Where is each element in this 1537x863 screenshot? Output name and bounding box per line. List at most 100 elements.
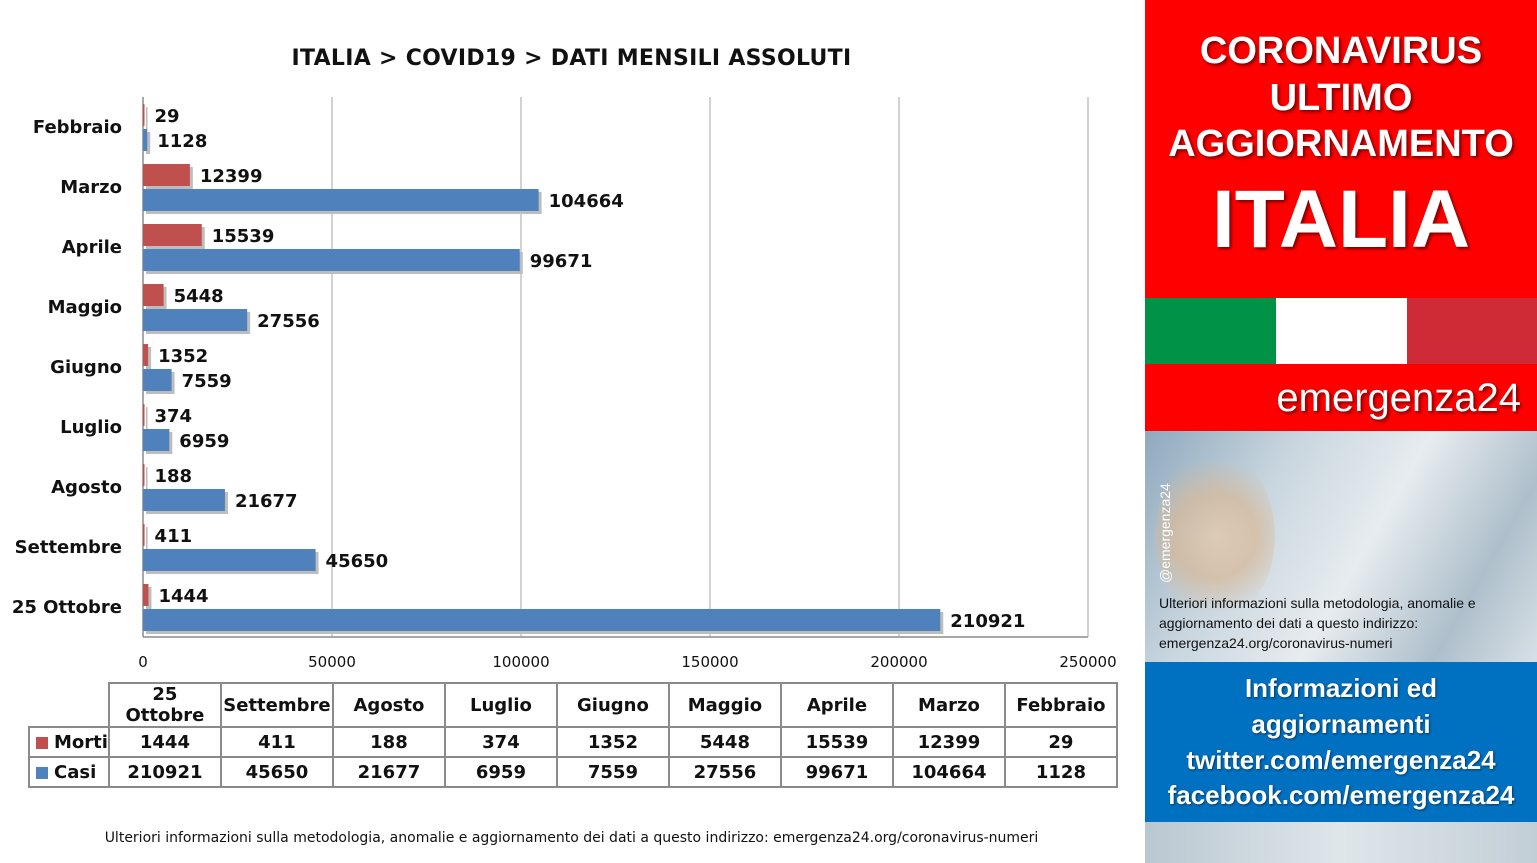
bar-morti: [143, 164, 190, 186]
bar-casi: [143, 309, 248, 331]
table-cell: 374: [443, 726, 558, 758]
table-header-cell: Maggio: [667, 682, 782, 728]
social-handle: @emergenza24: [1153, 459, 1179, 583]
bar-casi: [143, 249, 520, 271]
legend-cell: Morti: [28, 726, 110, 758]
table-cell: 1128: [1003, 756, 1118, 788]
data-label: 29: [155, 106, 180, 127]
headline-aggiornamento: AGGIORNAMENTO: [1168, 123, 1514, 165]
data-label: 15539: [212, 226, 275, 247]
data-label: 188: [155, 466, 193, 487]
table-cell: 1444: [107, 726, 222, 758]
table-cell: 99671: [779, 756, 894, 788]
table-cell: 7559: [555, 756, 670, 788]
bar-morti: [143, 104, 145, 126]
italian-flag: [1145, 298, 1537, 364]
bar-shadow: [146, 347, 152, 369]
bar-casi: [143, 549, 316, 571]
brand-bar: emergenza24: [1145, 364, 1537, 431]
table-corner: [29, 683, 110, 728]
x-tick-label: 150000: [681, 653, 738, 671]
bar-morti: [143, 584, 149, 606]
table-header-cell: Giugno: [555, 682, 670, 728]
table-cell: 29: [1003, 726, 1118, 758]
table-header-cell: Settembre: [219, 682, 334, 728]
facebook-link[interactable]: facebook.com/emergenza24: [1167, 780, 1515, 810]
data-label: 104664: [549, 191, 624, 212]
category-label: Giugno: [50, 357, 122, 378]
photo-blur: [1155, 451, 1275, 621]
bar-casi: [143, 429, 170, 451]
category-label: Febbraio: [33, 117, 122, 138]
bar-morti: [143, 224, 202, 246]
flag-green-stripe: [1145, 298, 1276, 364]
bar-shadow: [146, 107, 148, 129]
legend-cell: Casi: [28, 756, 110, 788]
bar-casi: [143, 489, 225, 511]
table-header-cell: Aprile: [779, 682, 894, 728]
table-header-row: 25 Ottobre Settembre Agosto Luglio Giugno Mag…: [29, 682, 1118, 728]
bar-shadow: [146, 467, 148, 489]
table-header-cell: 25 Ottobre: [107, 682, 222, 728]
x-tick-label: 100000: [492, 653, 549, 671]
data-label: 99671: [530, 251, 593, 272]
bar-casi: [143, 369, 172, 391]
legend-label: Morti: [54, 731, 108, 753]
table-row: Morti 1444 411 188 374 1352 5448 15539 12399 29: [28, 726, 1118, 758]
background-photo: @emergenza24 Ulteriori informazioni sull…: [1145, 431, 1537, 662]
data-table: 25 Ottobre Settembre Agosto Luglio Giugno Mag…: [28, 682, 1118, 788]
table-row: Casi 210921 45650 21677 6959 7559 27556 99671 10…: [28, 756, 1118, 788]
bar-morti: [143, 464, 145, 486]
table-cell: 6959: [443, 756, 558, 788]
table-header-cell: Marzo: [891, 682, 1006, 728]
table-cell: 15539: [779, 726, 894, 758]
table-header-cell: Luglio: [443, 682, 558, 728]
flag-white-stripe: [1276, 298, 1407, 364]
twitter-link[interactable]: twitter.com/emergenza24: [1186, 745, 1496, 775]
table-header-cell: Agosto: [331, 682, 446, 728]
x-tick-label: 50000: [308, 653, 356, 671]
bar-chart: 0 50000 100000 150000 200000 250000 Febbraio 29…: [12, 97, 1117, 671]
category-label: Luglio: [60, 417, 122, 438]
category-label: Aprile: [62, 237, 122, 258]
headline-italia: ITALIA: [1211, 174, 1471, 265]
category-label: Marzo: [60, 177, 122, 198]
table-cell: 411: [219, 726, 334, 758]
table-cell: 1352: [555, 726, 670, 758]
info-text: Ulteriori informazioni sulla metodologia…: [1159, 595, 1476, 651]
data-label: 6959: [179, 431, 229, 452]
category-label: Agosto: [51, 477, 122, 498]
brand-name: emergenza24: [1276, 376, 1521, 420]
bar-morti: [143, 524, 145, 546]
headline-ultimo: ULTIMO: [1269, 77, 1413, 119]
flag-red-stripe: [1407, 298, 1537, 364]
data-label: 27556: [257, 311, 320, 332]
table-cell: 45650: [219, 756, 334, 788]
bar-casi: [143, 609, 941, 631]
chart-area: ITALIA > COVID19 > DATI MENSILI ASSOLUTI…: [11, 46, 1118, 846]
x-tick-label: 200000: [870, 653, 927, 671]
bar-morti: [143, 284, 164, 306]
legend-swatch: [36, 766, 48, 779]
x-tick-label: 250000: [1059, 653, 1116, 671]
data-label: 21677: [235, 491, 298, 512]
bottom-photo-strip: [1145, 822, 1537, 863]
data-label: 411: [155, 526, 193, 547]
data-label: 1128: [157, 131, 207, 152]
category-label: Maggio: [48, 297, 122, 318]
bar-shadow: [146, 587, 152, 609]
table-header-cell: Febbraio: [1003, 682, 1118, 728]
data-label: 45650: [326, 551, 389, 572]
sidebar-banner: CORONAVIRUS ULTIMO AGGIORNAMENTO ITALIA …: [1143, 0, 1537, 863]
category-label: Settembre: [15, 537, 122, 558]
bar-morti: [143, 344, 149, 366]
headline-coronavirus: CORONAVIRUS: [1199, 30, 1483, 72]
data-label: 374: [155, 406, 193, 427]
bar-shadow: [146, 407, 148, 429]
bar-shadow: [146, 527, 148, 549]
category-label: 25 Ottobre: [12, 597, 122, 618]
data-label: 1352: [158, 346, 208, 367]
table-cell: 210921: [107, 756, 222, 788]
table-cell: 188: [331, 726, 446, 758]
social-line-1: Informazioni ed: [1244, 673, 1438, 703]
